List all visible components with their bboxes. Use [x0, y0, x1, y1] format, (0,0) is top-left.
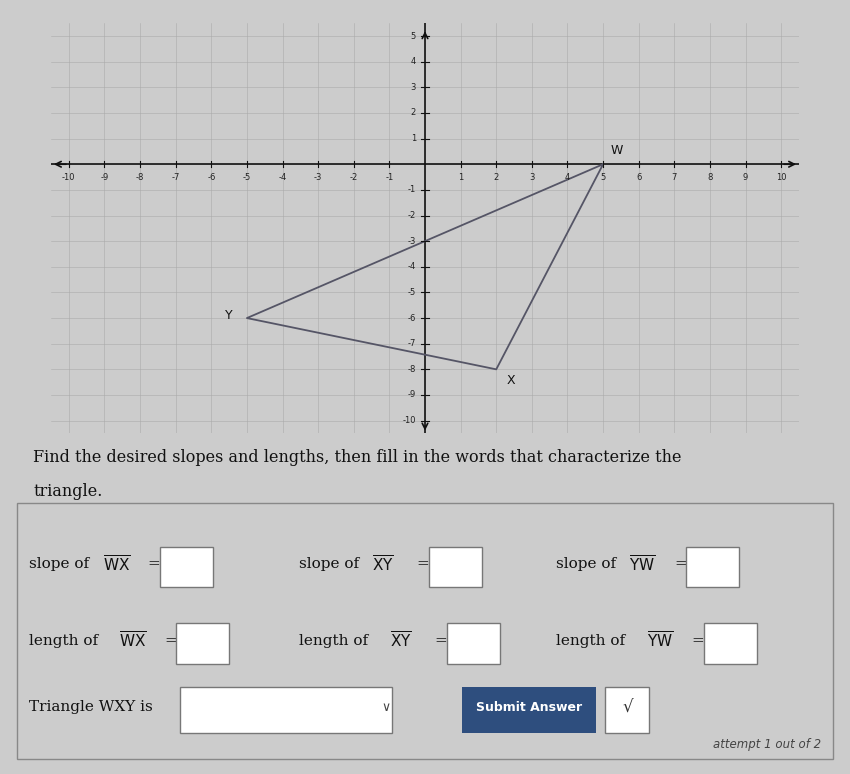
Bar: [686, 546, 740, 587]
Text: $\overline{\mathrm{YW}}$: $\overline{\mathrm{YW}}$: [629, 554, 655, 574]
Text: slope of: slope of: [29, 557, 94, 571]
Text: 9: 9: [743, 173, 748, 182]
Text: -7: -7: [408, 339, 416, 348]
Bar: [176, 623, 230, 664]
Bar: [447, 623, 500, 664]
Text: -9: -9: [100, 173, 109, 182]
Text: -2: -2: [349, 173, 358, 182]
Text: -9: -9: [408, 390, 416, 399]
Bar: [604, 687, 649, 733]
Text: $\overline{\mathrm{YW}}$: $\overline{\mathrm{YW}}$: [647, 631, 673, 651]
Text: 6: 6: [636, 173, 642, 182]
Text: 3: 3: [530, 173, 535, 182]
Text: Submit Answer: Submit Answer: [476, 701, 582, 714]
Text: =: =: [435, 634, 448, 648]
Text: Find the desired slopes and lengths, then fill in the words that characterize th: Find the desired slopes and lengths, the…: [33, 449, 682, 466]
Bar: [160, 546, 212, 587]
Text: 5: 5: [411, 32, 416, 40]
Text: W: W: [610, 143, 622, 156]
Text: -7: -7: [172, 173, 180, 182]
Text: $\overline{\mathrm{WX}}$: $\overline{\mathrm{WX}}$: [103, 554, 130, 574]
Text: $\overline{\mathrm{WX}}$: $\overline{\mathrm{WX}}$: [119, 631, 146, 651]
Text: -5: -5: [243, 173, 251, 182]
Text: -3: -3: [408, 237, 416, 245]
Text: $\overline{\mathrm{XY}}$: $\overline{\mathrm{XY}}$: [390, 631, 411, 651]
Bar: [180, 687, 393, 733]
Text: -1: -1: [408, 185, 416, 194]
Text: -6: -6: [207, 173, 215, 182]
Text: 7: 7: [672, 173, 677, 182]
Bar: [462, 687, 597, 733]
Text: √: √: [622, 698, 632, 717]
Text: Y: Y: [225, 309, 233, 322]
Text: ∨: ∨: [382, 701, 390, 714]
Text: 4: 4: [411, 57, 416, 67]
Text: slope of: slope of: [556, 557, 620, 571]
Text: -4: -4: [408, 262, 416, 272]
Text: length of: length of: [29, 634, 103, 648]
Text: -8: -8: [136, 173, 144, 182]
Text: slope of: slope of: [298, 557, 364, 571]
Text: -4: -4: [279, 173, 286, 182]
Text: length of: length of: [556, 634, 630, 648]
Bar: [429, 546, 482, 587]
Text: -10: -10: [403, 416, 416, 425]
Text: =: =: [692, 634, 705, 648]
Text: 2: 2: [411, 108, 416, 118]
Text: =: =: [164, 634, 177, 648]
Text: 1: 1: [458, 173, 463, 182]
Text: 10: 10: [776, 173, 786, 182]
Text: 5: 5: [600, 173, 606, 182]
Text: attempt 1 out of 2: attempt 1 out of 2: [712, 738, 821, 751]
Text: =: =: [416, 557, 429, 571]
Text: length of: length of: [298, 634, 372, 648]
Text: -2: -2: [408, 211, 416, 220]
Text: X: X: [507, 375, 516, 388]
Text: Triangle WXY is: Triangle WXY is: [29, 700, 153, 714]
Text: 3: 3: [411, 83, 416, 92]
Text: -10: -10: [62, 173, 76, 182]
Text: 8: 8: [707, 173, 712, 182]
Text: -3: -3: [314, 173, 322, 182]
Text: -6: -6: [408, 313, 416, 323]
Text: -8: -8: [408, 365, 416, 374]
Text: -5: -5: [408, 288, 416, 297]
Text: 4: 4: [565, 173, 570, 182]
Bar: [704, 623, 757, 664]
Text: =: =: [674, 557, 687, 571]
Text: triangle.: triangle.: [33, 483, 103, 500]
Text: $\overline{\mathrm{XY}}$: $\overline{\mathrm{XY}}$: [372, 554, 394, 574]
Text: -1: -1: [385, 173, 394, 182]
Text: 1: 1: [411, 134, 416, 143]
Text: 2: 2: [494, 173, 499, 182]
Text: =: =: [148, 557, 161, 571]
